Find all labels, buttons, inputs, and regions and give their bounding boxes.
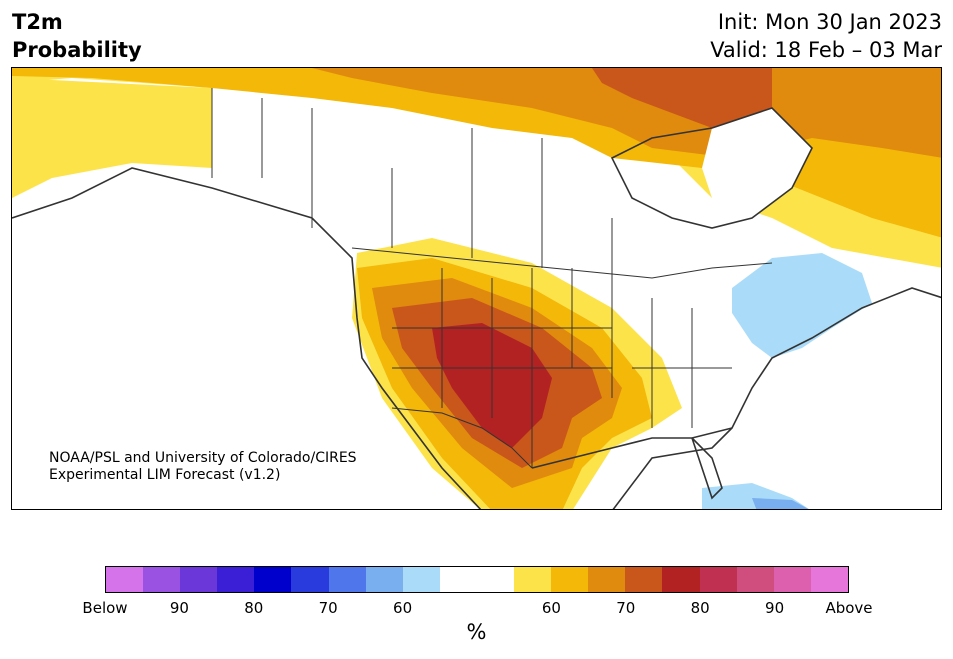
political-borders	[211, 88, 773, 469]
colorbar-swatch-8	[402, 567, 440, 592]
colorbar-swatch-11	[514, 567, 552, 592]
colorbar-tick-label: Above	[825, 599, 873, 617]
colorbar-swatch-13	[588, 567, 626, 592]
colorbar-swatch-2	[180, 567, 218, 592]
colorbar-swatch-6	[328, 567, 366, 592]
us-mexico-border	[391, 407, 533, 469]
canada-us-border	[351, 247, 773, 279]
colorbar-tick-label: 60	[393, 599, 413, 617]
region-hudson-neutral	[702, 108, 812, 218]
valid-range: Valid: 18 Feb – 03 Mar	[710, 38, 942, 62]
east-coast	[612, 287, 941, 509]
title-quantity: Probability	[12, 38, 142, 62]
colorbar-swatch-15	[662, 567, 700, 592]
map-title: T2m Probability	[12, 8, 142, 64]
colorbar-tick-label: 80	[244, 599, 264, 617]
forecast-map	[11, 67, 942, 510]
colorbar-swatch-7	[365, 567, 403, 592]
colorbar-swatch-0	[106, 567, 144, 592]
title-variable: T2m	[12, 10, 63, 34]
colorbar-swatch-19	[810, 567, 848, 592]
region-northeast-below-60	[732, 253, 872, 358]
colorbar-swatch-10	[476, 567, 515, 592]
gulf-coast	[531, 427, 733, 469]
state-lines	[392, 268, 732, 468]
colorbar-tick-label: 70	[318, 599, 338, 617]
colorbar-tick-label: 90	[765, 599, 785, 617]
forecast-dates: Init: Mon 30 Jan 2023 Valid: 18 Feb – 03…	[710, 8, 942, 64]
region-alaska-60	[12, 78, 212, 198]
region-arctic-75	[592, 68, 772, 128]
colorbar-swatch-12	[551, 567, 589, 592]
colorbar-swatch-14	[625, 567, 663, 592]
region-central-neutral	[212, 118, 772, 509]
colorbar-unit: %	[466, 620, 487, 644]
colorbar	[105, 566, 849, 593]
colorbar-swatch-9	[439, 567, 477, 592]
colorbar-swatch-5	[291, 567, 329, 592]
colorbar-swatch-4	[254, 567, 292, 592]
colorbar-swatch-18	[773, 567, 811, 592]
colorbar-swatch-17	[736, 567, 774, 592]
coastlines	[12, 107, 941, 509]
west-coast	[12, 167, 482, 509]
north-america-map	[12, 68, 941, 509]
colorbar-swatch-1	[143, 567, 181, 592]
province-lines	[261, 98, 613, 278]
colorbar-swatch-16	[699, 567, 737, 592]
colorbar-tick-label: 80	[690, 599, 710, 617]
florida	[691, 437, 723, 500]
colorbar-tick-label: 60	[541, 599, 561, 617]
colorbar-tick-label: Below	[82, 599, 128, 617]
colorbar-swatch-3	[217, 567, 255, 592]
colorbar-tick-label: 90	[169, 599, 189, 617]
region-caribbean-below-65	[752, 498, 809, 509]
credit-line-2: Experimental LIM Forecast (v1.2)	[49, 467, 281, 483]
credit-line-1: NOAA/PSL and University of Colorado/CIRE…	[49, 450, 357, 466]
hudson-bay	[610, 107, 813, 229]
colorbar-tick-label: 70	[616, 599, 636, 617]
init-date: Init: Mon 30 Jan 2023	[717, 10, 942, 34]
colorbar-ticks: Below 90 80 70 60 60 70 80 90 Above	[0, 599, 953, 619]
data-credit: NOAA/PSL and University of Colorado/CIRE…	[49, 450, 357, 484]
